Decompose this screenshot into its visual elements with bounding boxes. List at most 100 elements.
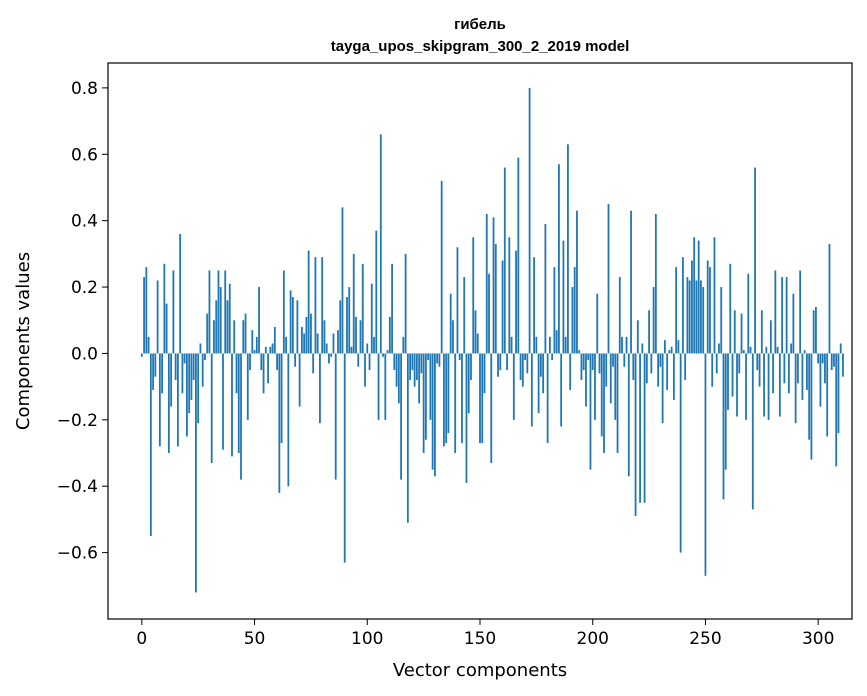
bar-3	[147, 336, 150, 354]
bar-86	[334, 353, 337, 480]
bar-88	[339, 300, 342, 354]
bar-2	[145, 267, 148, 354]
bar-245	[693, 237, 696, 354]
bar-181	[548, 336, 551, 354]
bar-40	[231, 353, 233, 457]
bar-254	[713, 237, 716, 354]
x-tick-label: 200	[577, 629, 609, 649]
bar-119	[409, 353, 412, 381]
bar-23	[192, 353, 195, 381]
bar-74	[307, 250, 310, 354]
bar-164	[510, 336, 513, 354]
bar-159	[499, 353, 502, 371]
bar-259	[724, 353, 727, 470]
bar-71	[300, 326, 303, 354]
bar-244	[691, 260, 693, 354]
bar-110	[388, 316, 391, 354]
bar-75	[310, 313, 312, 354]
bar-14	[172, 270, 175, 354]
bar-311	[842, 353, 844, 377]
y-tick-label: −0.2	[57, 411, 98, 431]
bar-248	[700, 280, 702, 354]
bar-180	[546, 353, 549, 444]
bar-262	[731, 353, 734, 397]
bar-157	[494, 243, 497, 354]
bar-185	[558, 164, 560, 354]
bar-123	[418, 353, 421, 404]
bar-33	[215, 300, 218, 354]
bar-285	[783, 353, 786, 384]
bar-78	[316, 333, 319, 354]
bar-104	[375, 230, 378, 354]
bar-101	[368, 353, 371, 371]
bar-7	[156, 280, 159, 354]
bar-201	[594, 353, 596, 420]
bar-77	[314, 257, 317, 354]
bar-47	[246, 353, 249, 420]
bar-229	[657, 353, 660, 387]
bar-176	[537, 353, 540, 414]
bar-226	[650, 353, 653, 374]
bar-186	[560, 353, 563, 427]
bar-162	[506, 353, 508, 371]
bar-58	[271, 343, 274, 354]
bar-263	[733, 310, 736, 354]
bar-4	[149, 353, 152, 537]
bar-279	[769, 320, 772, 354]
bar-126	[424, 353, 427, 440]
bar-235	[670, 346, 673, 354]
bar-206	[605, 353, 608, 387]
y-tick-label: 0.0	[71, 344, 98, 364]
bar-238	[677, 340, 680, 354]
bar-303	[824, 353, 826, 384]
bar-24	[195, 353, 197, 593]
bar-35	[219, 287, 222, 354]
bar-219	[634, 353, 637, 517]
bar-207	[607, 204, 610, 354]
bar-283	[778, 353, 781, 417]
bar-215	[625, 336, 628, 354]
bar-247	[697, 240, 700, 354]
bar-209	[612, 353, 614, 367]
bar-153	[485, 214, 488, 354]
bar-118	[406, 353, 409, 523]
bar-55	[264, 346, 267, 354]
bar-182	[551, 353, 554, 361]
bar-290	[794, 353, 797, 424]
bar-59	[273, 326, 276, 354]
bar-298	[812, 310, 815, 354]
bar-48	[249, 353, 251, 371]
bar-265	[738, 353, 741, 374]
bar-294	[803, 350, 806, 354]
bar-30	[208, 270, 211, 354]
plot-frame	[107, 62, 853, 620]
bar-251	[706, 260, 709, 354]
bar-230	[659, 353, 662, 367]
bar-53	[260, 353, 263, 371]
y-tick-label: 0.6	[71, 145, 98, 165]
bar-256	[718, 343, 720, 354]
bar-62	[280, 353, 283, 444]
bar-243	[688, 280, 691, 354]
bar-54	[262, 353, 265, 394]
bar-187	[562, 240, 565, 354]
x-axis-label: Vector components	[393, 660, 567, 681]
bar-183	[553, 267, 556, 354]
x-tick-label: 250	[689, 629, 721, 649]
bar-280	[772, 353, 774, 394]
bar-145	[467, 353, 470, 414]
bar-218	[632, 353, 635, 381]
bar-194	[578, 350, 581, 354]
bar-205	[603, 353, 605, 454]
bar-11	[165, 303, 168, 354]
bar-281	[774, 270, 777, 354]
bar-196	[582, 353, 585, 371]
bar-64	[285, 336, 288, 354]
bar-108	[384, 353, 387, 420]
bar-292	[799, 270, 802, 354]
bar-146	[470, 353, 472, 381]
bar-79	[319, 353, 321, 424]
bar-125	[422, 353, 425, 454]
bar-174	[533, 257, 536, 354]
